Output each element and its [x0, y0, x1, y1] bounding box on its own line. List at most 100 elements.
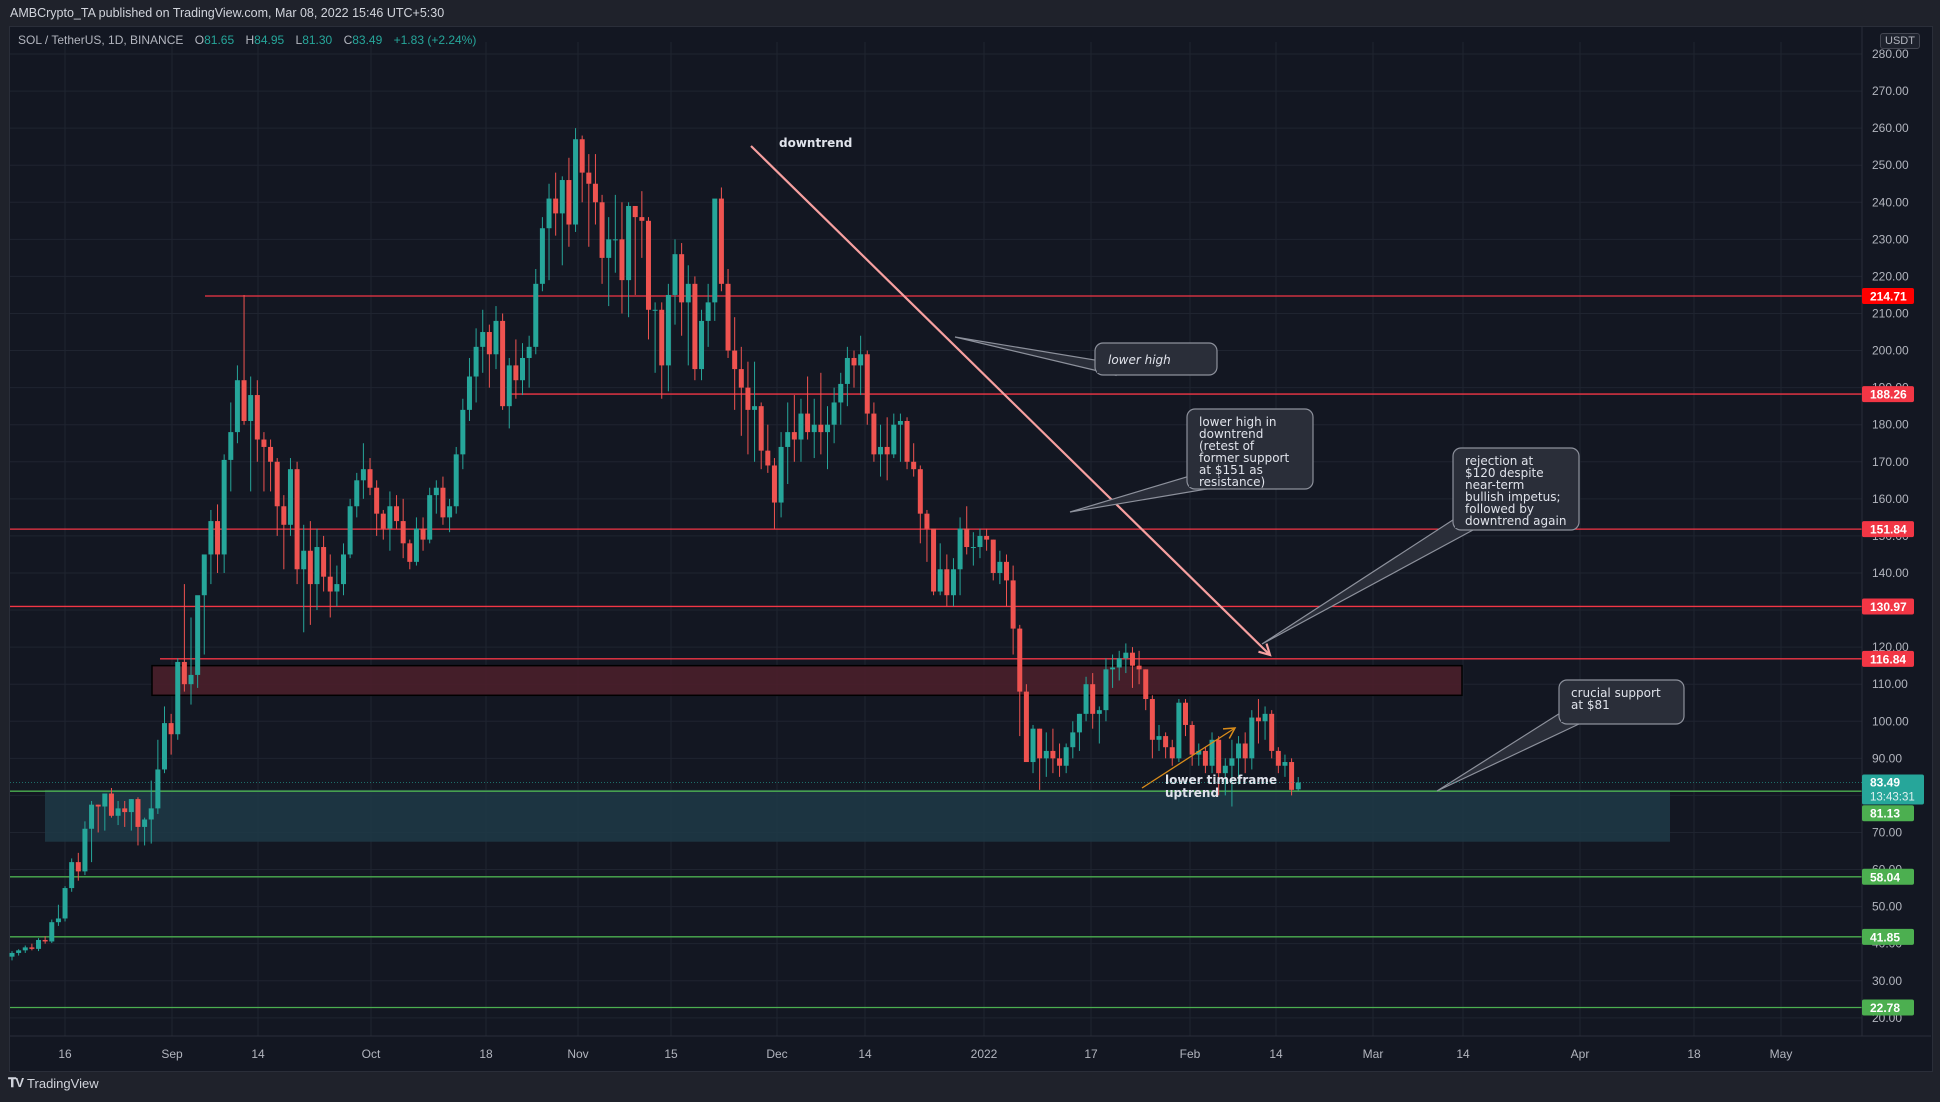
candle-body	[62, 888, 68, 919]
candle-body	[639, 217, 645, 221]
candle-body	[712, 198, 718, 303]
candle-body	[460, 409, 466, 455]
price-tick-label: 170.00	[1872, 455, 1909, 469]
level-price-label	[1862, 386, 1914, 403]
candle-body	[990, 539, 996, 573]
candle-body	[135, 799, 141, 827]
callout-box[interactable]	[1094, 342, 1218, 376]
level-price-text: 116.84	[1870, 652, 1906, 666]
time-tick-label: Apr	[1571, 1047, 1590, 1061]
candle-body	[553, 198, 559, 214]
candle-body	[1262, 713, 1268, 722]
candle-body	[400, 521, 406, 544]
candle-body	[1136, 665, 1142, 670]
level-price-text: 22.78	[1870, 1001, 1900, 1015]
level-price-label	[1862, 868, 1914, 885]
time-tick-label: May	[1770, 1047, 1793, 1061]
candle-body	[1090, 684, 1096, 714]
price-tick-label: 220.00	[1872, 269, 1909, 283]
candle-body	[360, 469, 366, 481]
candle-body	[705, 302, 711, 321]
candle-body	[632, 205, 638, 218]
tradingview-logo-icon: 𝐓V	[8, 1075, 24, 1090]
callout-box[interactable]	[1452, 447, 1580, 531]
candle-body	[36, 939, 42, 949]
candle-body	[645, 220, 651, 310]
level-price-text: 188.26	[1870, 388, 1907, 402]
time-tick-label: Mar	[1363, 1047, 1384, 1061]
candle-body	[380, 513, 386, 529]
candle-body	[831, 402, 837, 425]
candle-body	[1189, 724, 1195, 755]
candle-body	[69, 862, 75, 889]
time-tick-label: Dec	[766, 1047, 787, 1061]
candle-body	[1030, 728, 1036, 763]
candle-body	[407, 543, 413, 562]
candle-body	[533, 283, 539, 347]
footer: 𝐓V TradingView	[8, 1075, 99, 1091]
time-axis[interactable]	[10, 1036, 1931, 1070]
candle-body	[168, 723, 174, 735]
candle-body	[347, 506, 353, 555]
currency-badge[interactable]: USDT	[1880, 33, 1920, 49]
callout-box[interactable]	[1558, 679, 1685, 725]
candle-body	[824, 424, 830, 433]
candle-body	[181, 661, 187, 685]
candle-body	[387, 506, 393, 529]
candle-body	[49, 922, 55, 942]
current-price-label	[1862, 774, 1924, 805]
candle-body	[122, 808, 128, 813]
price-tick-label: 160.00	[1872, 492, 1909, 506]
candle-body	[16, 950, 22, 953]
candle-body	[102, 793, 108, 807]
candle-body	[699, 320, 705, 370]
support-zone[interactable]	[45, 789, 1670, 842]
candle-body	[1295, 782, 1301, 790]
candle-body	[486, 332, 492, 355]
price-tick-label: 230.00	[1872, 232, 1909, 246]
candle-body	[997, 561, 1003, 573]
candle-body	[911, 461, 917, 470]
candle-body	[970, 547, 976, 549]
level-price-text: 151.84	[1870, 523, 1907, 537]
candle-body	[685, 283, 691, 303]
candle-body	[513, 365, 519, 381]
candle-body	[1143, 669, 1149, 700]
candle-body	[626, 205, 632, 281]
candle-body	[758, 406, 764, 451]
candle-body	[433, 487, 439, 496]
candle-body	[884, 446, 890, 455]
candle-body	[367, 469, 373, 488]
candle-body	[254, 395, 260, 440]
candle-body	[453, 454, 459, 507]
candle-body	[466, 376, 472, 410]
candle-body	[1289, 762, 1295, 790]
candle-body	[858, 354, 864, 366]
change-value: +1.83 (+2.24%)	[393, 33, 477, 47]
candle-body	[785, 432, 791, 447]
open-value: 81.65	[204, 33, 235, 47]
candle-body	[546, 198, 552, 229]
candle-body	[55, 918, 61, 923]
candle-body	[374, 487, 380, 514]
callout-text: crucial support	[1571, 686, 1661, 700]
candle-body	[665, 294, 671, 366]
candle-body	[480, 332, 486, 347]
downtrend-line[interactable]	[750, 145, 1271, 656]
resistance-zone[interactable]	[151, 664, 1463, 697]
symbol-title[interactable]: SOL / TetherUS, 1D, BINANCE	[18, 33, 184, 47]
candle-body	[586, 172, 592, 184]
lower-timeframe-uptrend-arrow[interactable]	[1141, 727, 1236, 789]
countdown-text: 13:43:31	[1870, 791, 1915, 803]
candle-body	[261, 439, 267, 447]
candle-body	[1043, 750, 1049, 759]
candle-body	[175, 661, 181, 735]
candle-body	[652, 309, 658, 311]
brand-name: TradingView	[27, 1075, 99, 1091]
candle-body	[1209, 739, 1215, 766]
candle-body	[805, 413, 811, 433]
price-tick-label: 50.00	[1872, 900, 1902, 914]
level-price-text: 214.71	[1870, 290, 1907, 304]
callout-box[interactable]	[1186, 408, 1314, 490]
